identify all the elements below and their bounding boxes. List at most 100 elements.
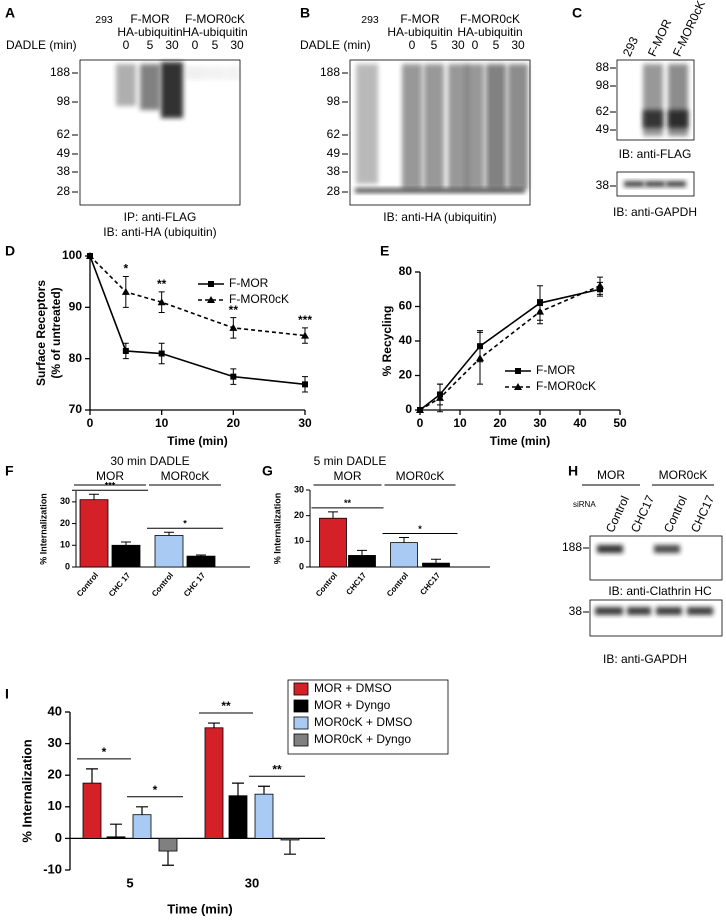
bar	[82, 782, 102, 839]
significance-label: *	[183, 519, 187, 529]
data-point	[301, 331, 309, 339]
y-axis-label: (% of untreated)	[49, 287, 63, 378]
group-label: MOR0cK	[396, 469, 445, 483]
x-tick-label: 0	[417, 416, 424, 430]
error-bar	[357, 549, 367, 556]
size-marker: 188	[50, 65, 70, 79]
data-point	[596, 281, 604, 289]
size-marker: 188	[562, 540, 582, 554]
blot-image	[589, 535, 723, 581]
significance-label: ***	[298, 313, 312, 327]
legend-marker	[207, 296, 215, 303]
group-label: MOR	[597, 468, 625, 482]
x-tick-label: CHC17	[418, 570, 442, 596]
group-label: MOR	[96, 469, 124, 483]
data-point	[302, 381, 308, 388]
size-marker: 49	[596, 122, 610, 136]
time-label: 0	[192, 38, 199, 52]
blot-band	[597, 545, 623, 553]
x-tick-label: 30	[245, 875, 259, 890]
significance-label: **	[229, 303, 239, 317]
bar	[204, 727, 224, 839]
y-tick-label: 70	[69, 402, 83, 416]
blot-band	[654, 545, 680, 553]
x-tick-label: 50	[613, 416, 627, 430]
blot-caption: IB: anti-GAPDH	[603, 652, 687, 666]
time-label: 5	[212, 38, 219, 52]
size-marker: 28	[327, 184, 341, 198]
blot-caption: IB: anti-HA (ubiquitin)	[383, 210, 496, 224]
error-bar	[328, 511, 338, 519]
error-bar	[121, 541, 131, 546]
error-bar	[162, 851, 174, 866]
y-tick-label: -10	[43, 861, 62, 876]
bar	[79, 499, 109, 568]
bar	[106, 836, 126, 839]
lane-label: Control	[661, 494, 690, 535]
blot-caption: IB: anti-HA (ubiquitin)	[103, 225, 216, 239]
error-bar	[86, 768, 98, 784]
lane-group-label: F-MOR	[130, 12, 170, 26]
y-tick-label: 10	[48, 798, 62, 813]
size-marker: 38	[57, 164, 71, 178]
legend-box	[287, 679, 449, 755]
chart-title: 30 min DADLE	[110, 454, 189, 468]
significance-label: *	[418, 524, 422, 534]
bar	[348, 555, 376, 568]
x-tick-label: 20	[227, 416, 241, 430]
x-tick-label: Control	[75, 571, 100, 599]
data-point	[536, 307, 544, 315]
blot-band	[656, 607, 682, 615]
x-tick-label: 0	[87, 416, 94, 430]
error-bar	[164, 531, 174, 536]
blot-band	[356, 64, 378, 184]
panel-letter: H	[568, 463, 578, 479]
x-axis-label: Time (min)	[490, 434, 550, 448]
y-tick-label: 100	[62, 248, 82, 262]
panel-letter: F	[5, 463, 14, 479]
size-marker: 88	[596, 60, 610, 74]
time-label: 30	[451, 38, 465, 52]
y-axis-label: % Recycling	[380, 306, 394, 377]
significance-label: **	[221, 699, 231, 713]
bar	[280, 838, 300, 841]
size-marker: 49	[57, 146, 71, 160]
blot-band	[226, 66, 240, 80]
blot-caption: IB: anti-FLAG	[619, 147, 692, 161]
y-axis-label: % Internalization	[38, 493, 48, 565]
blot-band	[205, 66, 225, 80]
x-tick-label: 20	[493, 416, 507, 430]
x-tick-label: CHC 17	[182, 570, 208, 598]
legend-marker	[515, 368, 521, 374]
significance-label: ***	[105, 481, 116, 491]
bar	[158, 838, 178, 852]
x-tick-label: 10	[155, 416, 169, 430]
panel-letter: G	[262, 463, 273, 479]
data-point	[122, 347, 129, 354]
time-label: 0	[472, 38, 479, 52]
y-axis-label: % Internalization	[19, 739, 34, 842]
blot-band	[643, 110, 663, 128]
legend-label: F-MOR	[229, 276, 269, 290]
y-tick-label: 80	[399, 264, 413, 278]
blot-band	[666, 181, 686, 187]
blot-band	[687, 607, 713, 615]
data-point	[121, 287, 130, 295]
error-bar	[208, 722, 220, 728]
bar	[132, 814, 152, 839]
x-tick-label: 30	[533, 416, 547, 430]
legend-marker	[514, 383, 522, 390]
data-point	[436, 393, 444, 401]
x-tick-label: 30	[298, 416, 312, 430]
legend-label: MOR0cK + Dyngo	[314, 732, 411, 746]
error-bar	[232, 782, 244, 796]
lane-group-label: 293	[95, 14, 113, 26]
time-label: 0	[123, 38, 130, 52]
legend-label: MOR0cK + DMSO	[314, 715, 412, 729]
x-tick-label: 10	[453, 416, 467, 430]
y-tick-label: 20	[60, 518, 70, 528]
lane-group-label: HA-ubiquitin	[117, 25, 182, 39]
size-marker: 38	[327, 164, 341, 178]
chart-title: 5 min DADLE	[314, 454, 387, 468]
blot-image	[589, 599, 723, 637]
